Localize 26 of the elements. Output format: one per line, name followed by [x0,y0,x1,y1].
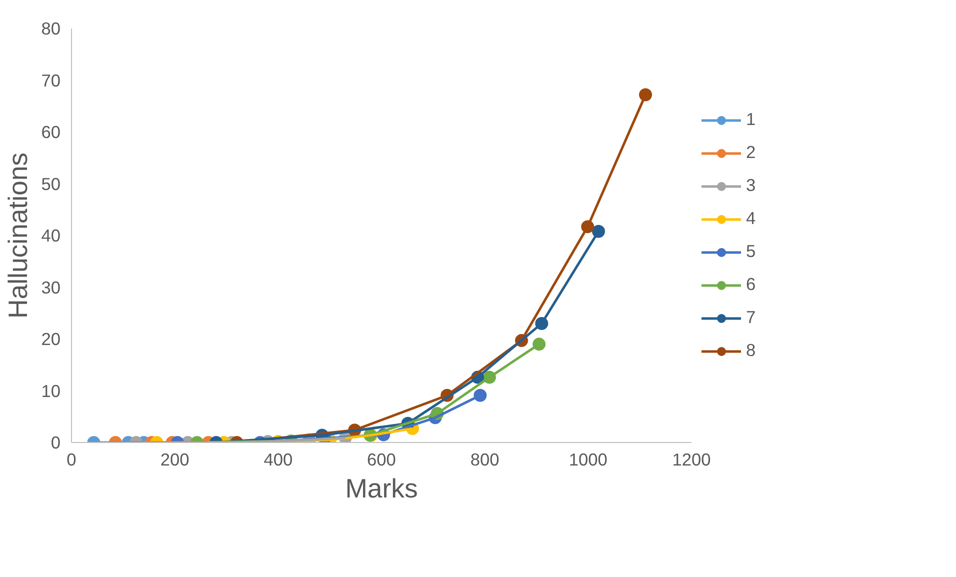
y-tick-label: 40 [41,226,61,246]
y-tick-label: 30 [41,277,61,298]
x-tick-label: 800 [470,450,500,470]
y-tick-label: 20 [41,329,61,349]
x-axis-title: Marks [345,474,418,504]
legend-label: 6 [746,274,757,295]
legend-label: 2 [746,142,757,163]
x-tick-label: 400 [264,450,293,470]
y-axis-title: Hallucinations [3,152,34,318]
x-tick-label: 1200 [672,450,711,470]
y-tick-label: 70 [41,70,61,90]
x-tick-label: 200 [160,450,190,470]
x-tick-label: 600 [367,450,396,470]
y-tick-label: 80 [41,18,61,38]
legend-label: 5 [746,241,757,262]
legend-label: 7 [746,307,757,328]
y-tick-label: 0 [50,432,61,452]
legend-label: 4 [746,208,757,229]
y-tick-label: 10 [41,380,61,401]
legend-label: 8 [746,340,757,361]
legend-label: 1 [746,109,757,130]
x-tick-label: 1000 [568,450,608,470]
legend-label: 3 [746,175,757,196]
x-tick-label: 0 [66,450,76,470]
y-tick-label: 60 [41,122,61,142]
y-tick-label: 50 [41,174,61,194]
